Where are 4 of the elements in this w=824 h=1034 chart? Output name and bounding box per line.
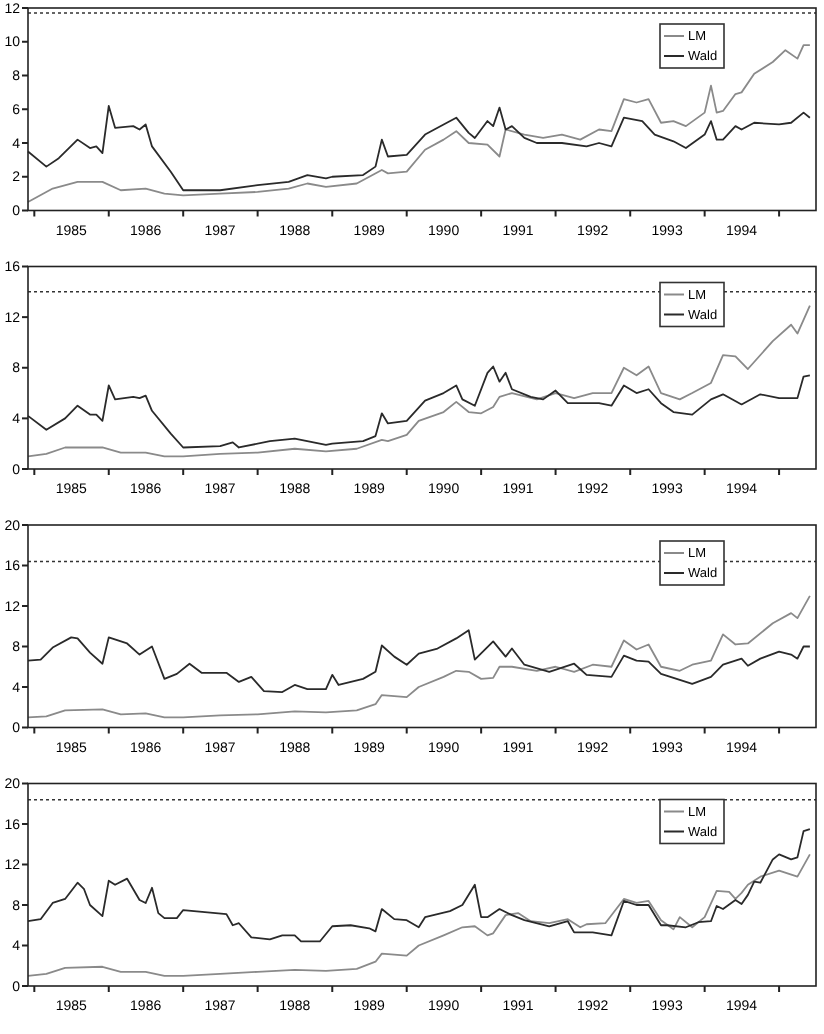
line-series [27, 44, 811, 203]
line-series [27, 304, 811, 458]
line-series [27, 853, 811, 977]
line-series [27, 594, 811, 719]
